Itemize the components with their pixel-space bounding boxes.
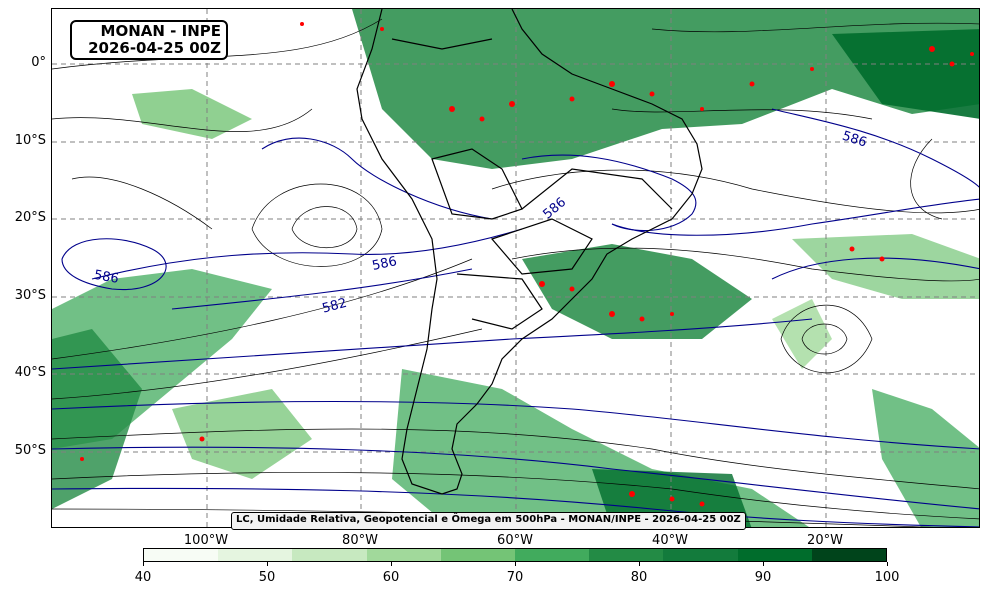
lat-label: 0°	[31, 55, 46, 70]
contour-label: 586	[840, 129, 868, 151]
colorbar-tick-mark	[763, 562, 764, 566]
colorbar-tick-mark	[887, 562, 888, 566]
map-title-box: MONAN - INPE 2026-04-25 00Z	[70, 20, 228, 60]
colorbar-segment	[663, 549, 738, 561]
colorbar	[143, 548, 887, 562]
colorbar-tick-label: 40	[134, 570, 152, 585]
lat-label: 50°S	[14, 443, 46, 458]
colorbar-tick-label: 60	[382, 570, 400, 585]
colorbar-segment	[218, 549, 293, 561]
land-borders	[356, 9, 703, 495]
colorbar-tick-label: 90	[754, 570, 772, 585]
map-title: MONAN - INPE	[100, 22, 221, 40]
contour-label: 586	[540, 195, 569, 222]
lon-label: 20°W	[807, 533, 843, 548]
colorbar-segment	[440, 549, 516, 561]
colorbar-tick-mark	[143, 562, 144, 566]
contour-label: 586	[93, 268, 120, 287]
lon-label: 60°W	[497, 533, 533, 548]
map-date: 2026-04-25 00Z	[88, 39, 221, 57]
graticule	[52, 9, 979, 527]
colorbar-segment	[292, 549, 367, 561]
colorbar-tick-label: 70	[506, 570, 524, 585]
colorbar-segment	[366, 549, 441, 561]
colorbar-segment	[515, 549, 590, 561]
colorbar-tick-label: 50	[258, 570, 276, 585]
streamlines	[52, 18, 979, 527]
omega-markers	[80, 22, 974, 507]
lat-label: 30°S	[14, 288, 46, 303]
map-caption: LC, Umidade Relativa, Geopotencial e Ôme…	[231, 512, 746, 530]
geopotential-contours	[52, 108, 979, 527]
colorbar-tick-mark	[391, 562, 392, 566]
lat-label: 40°S	[14, 365, 46, 380]
colorbar-tick-mark	[639, 562, 640, 566]
lat-label: 20°S	[14, 210, 46, 225]
colorbar-segment	[811, 549, 887, 561]
colorbar-tick-mark	[515, 562, 516, 566]
contour-label: 586	[371, 254, 398, 274]
contour-label: 582	[321, 296, 349, 317]
colorbar-tick-mark	[267, 562, 268, 566]
lon-label: 40°W	[652, 533, 688, 548]
colorbar-segment	[737, 549, 812, 561]
colorbar-tick-label: 80	[630, 570, 648, 585]
lat-label: 10°S	[14, 133, 46, 148]
map-panel: 586 586 586 582 586	[51, 8, 980, 528]
colorbar-tick-label: 100	[874, 570, 900, 585]
map-canvas: 586 586 586 582 586	[52, 9, 979, 527]
colorbar-segment	[589, 549, 664, 561]
lon-label: 80°W	[342, 533, 378, 548]
colorbar-segment	[144, 549, 219, 561]
lon-label: 100°W	[183, 533, 229, 548]
